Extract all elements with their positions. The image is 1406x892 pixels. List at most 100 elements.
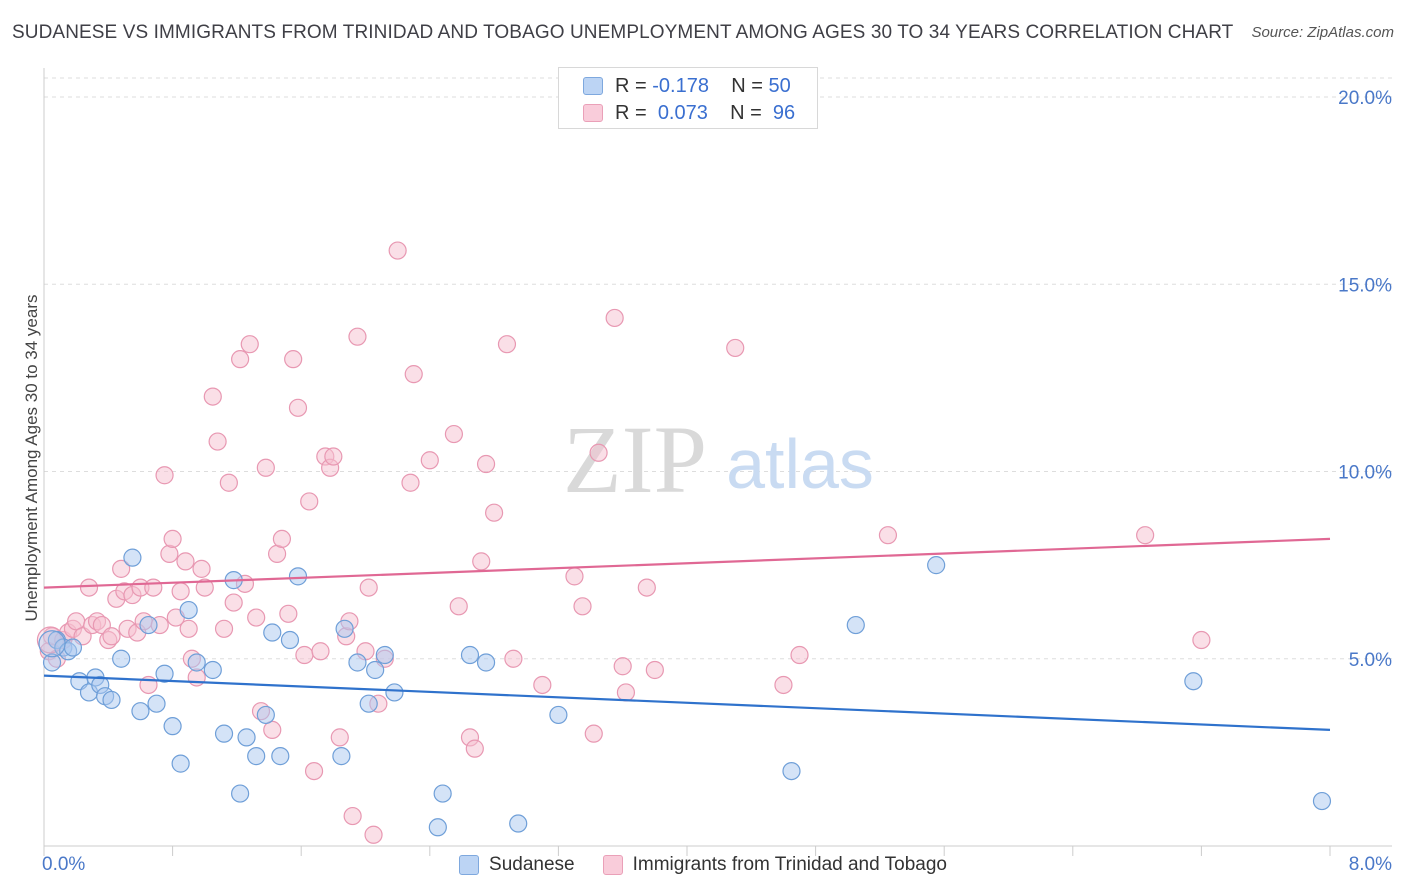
data-point-trinidad: [192, 559, 211, 578]
data-point-sudanese: [332, 747, 351, 766]
data-point-trinidad: [613, 657, 632, 676]
trend-lines: [43, 537, 1331, 732]
data-point-trinidad: [288, 398, 308, 417]
data-point-sudanese: [102, 690, 121, 710]
y-tick-label: 5.0%: [1349, 650, 1392, 671]
data-point-trinidad: [300, 492, 319, 511]
legend-item-trinidad: Immigrants from Trinidad and Tobago: [602, 854, 947, 876]
data-point-sudanese: [280, 630, 300, 650]
legend-r-label: R =: [615, 74, 647, 97]
data-point-sudanese: [271, 747, 290, 766]
data-point-trinidad: [343, 806, 362, 826]
legend-n-value: 50: [768, 74, 791, 97]
data-point-sudanese: [288, 567, 308, 586]
grid-lines: [44, 77, 1392, 660]
y-tick-label: 10.0%: [1338, 463, 1392, 484]
data-point-trinidad: [272, 529, 292, 549]
x-tick-label: 0.0%: [42, 854, 85, 875]
data-point-sudanese: [214, 724, 234, 743]
data-point-sudanese: [163, 717, 182, 736]
legend-n-label: N =: [731, 74, 763, 97]
data-point-trinidad: [267, 544, 287, 563]
data-point-sudanese: [782, 761, 801, 781]
data-point-sudanese: [247, 747, 266, 766]
data-point-trinidad: [219, 473, 238, 492]
data-point-trinidad: [364, 825, 383, 844]
data-point-trinidad: [295, 645, 314, 665]
data-point-trinidad: [774, 675, 793, 695]
legend-swatch-pink: [583, 104, 603, 122]
data-point-trinidad: [637, 578, 656, 597]
data-point-sudanese: [112, 649, 131, 668]
data-point-trinidad: [573, 597, 592, 616]
data-point-trinidad: [144, 578, 163, 597]
data-point-sudanese: [147, 694, 166, 713]
data-point-trinidad: [263, 720, 282, 740]
data-point-sudanese: [139, 615, 158, 635]
data-point-trinidad: [605, 308, 624, 328]
data-point-trinidad: [878, 526, 898, 545]
data-point-trinidad: [404, 365, 423, 384]
watermark-zip: ZIP: [563, 406, 707, 513]
data-point-trinidad: [155, 466, 174, 485]
chart-title: SUDANESE VS IMMIGRANTS FROM TRINIDAD AND…: [12, 22, 1234, 43]
data-point-trinidad: [790, 645, 809, 665]
data-point-trinidad: [565, 567, 584, 586]
data-point-trinidad: [195, 578, 214, 597]
data-point-trinidad: [176, 552, 195, 571]
data-point-trinidad: [203, 387, 222, 406]
data-point-sudanese: [375, 645, 394, 665]
legend-label-sudanese: Sudanese: [489, 854, 575, 875]
legend-r-value: -0.178: [652, 74, 709, 97]
y-tick-label: 15.0%: [1338, 275, 1392, 296]
data-point-trinidad: [311, 642, 330, 661]
data-point-trinidad: [102, 627, 121, 646]
data-point-sudanese: [846, 615, 865, 635]
data-point-trinidad: [1136, 526, 1155, 545]
legend-n-value: 96: [772, 101, 796, 124]
data-point-sudanese: [1184, 672, 1203, 691]
data-point-sudanese: [366, 660, 385, 680]
data-point-trinidad: [645, 660, 664, 680]
series-legend: Sudanese Immigrants from Trinidad and To…: [0, 852, 1406, 878]
data-point-sudanese: [348, 653, 367, 672]
data-point-trinidad: [465, 739, 484, 758]
legend-row-sudanese: R = -0.178 N = 50: [583, 73, 791, 99]
data-point-trinidad: [240, 335, 259, 354]
data-point-trinidad: [247, 608, 266, 627]
data-point-sudanese: [42, 653, 62, 672]
data-point-trinidad: [79, 578, 99, 597]
series-sudanese-points: [38, 548, 1332, 837]
data-point-sudanese: [335, 619, 354, 638]
watermark: ZIP atlas: [563, 406, 874, 513]
data-point-trinidad: [444, 424, 464, 444]
data-point-sudanese: [123, 548, 142, 567]
data-point-sudanese: [359, 694, 378, 713]
data-point-trinidad: [504, 649, 523, 668]
legend-swatch-blue: [459, 855, 480, 875]
data-point-trinidad: [171, 582, 190, 601]
legend-label-trinidad: Immigrants from Trinidad and Tobago: [632, 854, 947, 875]
data-point-trinidad: [179, 619, 198, 638]
data-point-trinidad: [304, 761, 324, 781]
data-point-sudanese: [179, 600, 198, 620]
tick-labels: 5.0% 10.0% 15.0% 20.0% 0.0% 8.0%: [42, 88, 1392, 875]
y-axis-label: Unemployment Among Ages 30 to 34 years: [22, 295, 41, 622]
legend-n-label: N =: [730, 101, 762, 124]
data-point-sudanese: [203, 660, 222, 680]
data-point-sudanese: [509, 814, 528, 833]
data-point-trinidad: [160, 544, 179, 563]
data-point-sudanese: [433, 784, 452, 803]
data-point-trinidad: [388, 241, 407, 260]
legend-swatch-pink: [602, 855, 623, 875]
data-point-sudanese: [63, 638, 83, 657]
data-point-sudanese: [38, 630, 66, 658]
data-point-trinidad: [214, 619, 234, 638]
data-point-trinidad: [359, 578, 378, 597]
data-point-trinidad: [485, 503, 504, 522]
x-tick-label: 8.0%: [1349, 854, 1392, 875]
data-point-sudanese: [187, 653, 206, 672]
source-note: Source: ZipAtlas.com: [1251, 24, 1394, 41]
data-point-sudanese: [171, 754, 190, 773]
